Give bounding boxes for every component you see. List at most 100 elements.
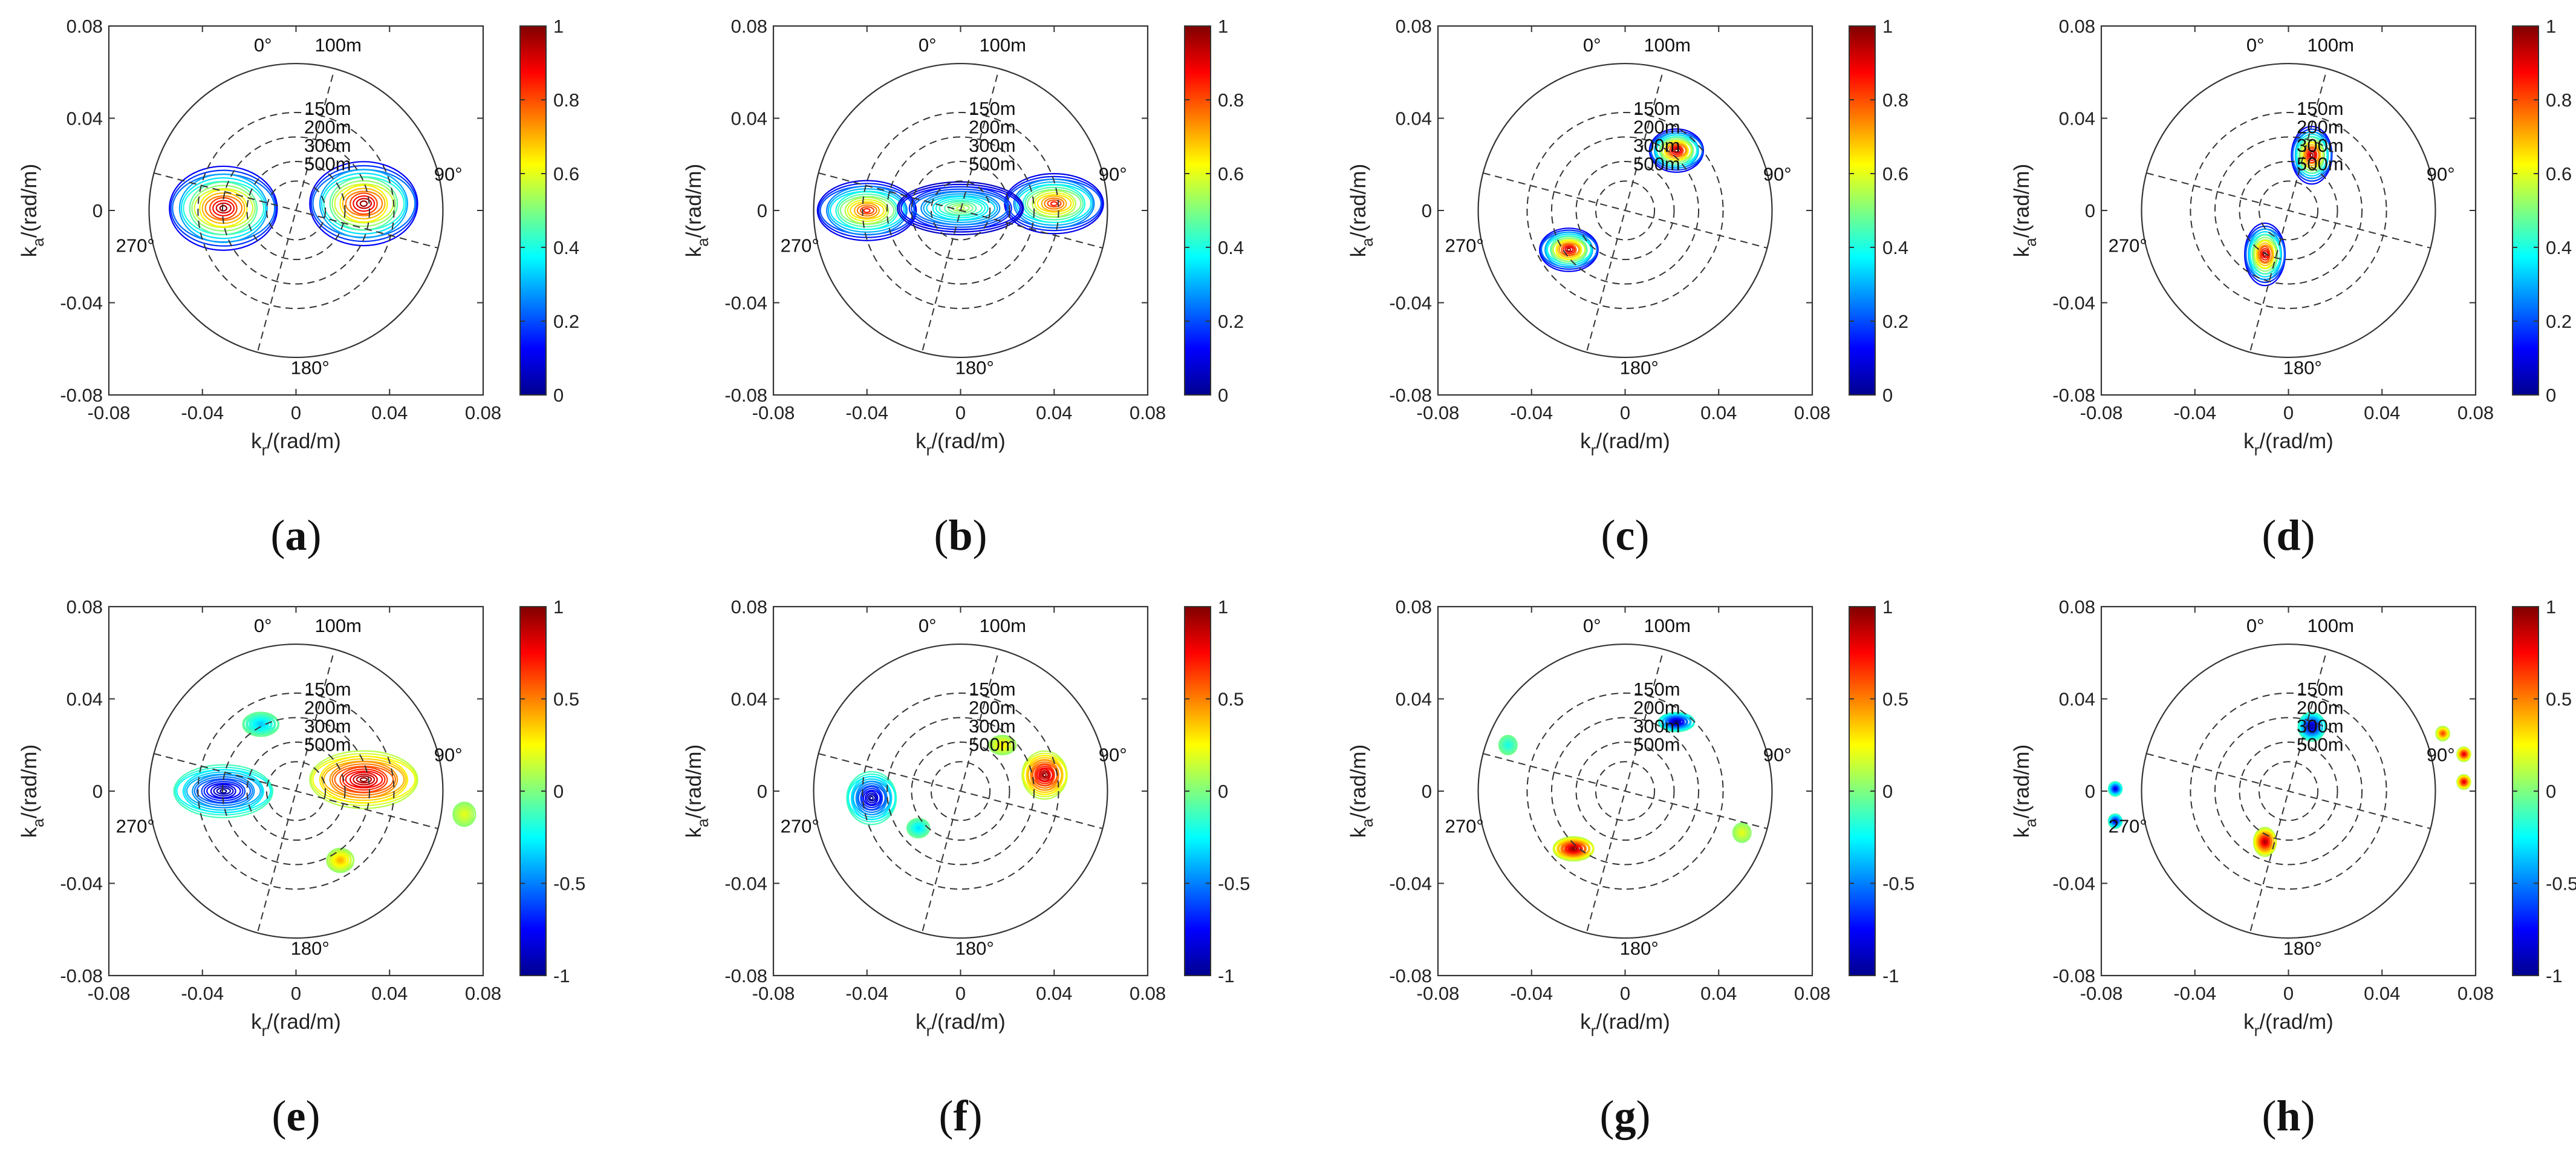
contour-line <box>174 766 273 816</box>
contour-line <box>259 723 263 726</box>
x-tick-label: 0 <box>1620 983 1630 1004</box>
ring-label: 500m <box>969 734 1016 755</box>
contour-line <box>331 763 397 796</box>
y-tick-label: 0.08 <box>67 596 103 618</box>
x-tick-label: 0 <box>955 983 966 1004</box>
spectrum-peak-3 <box>1498 734 1518 755</box>
colorbar-tick-label: 0.8 <box>1218 90 1244 111</box>
colorbar-tick-label: 0.8 <box>553 90 579 111</box>
ring-200m <box>2214 717 2363 866</box>
ring-150m <box>2190 111 2387 310</box>
x-tick-label: -0.08 <box>1417 402 1460 423</box>
contour-line <box>1035 765 1055 784</box>
contour-line <box>1674 148 1679 153</box>
colorbar-tick-label: 1 <box>553 596 564 618</box>
ring-label: 150m <box>1633 679 1680 700</box>
y-tick-label: 0.04 <box>2059 108 2095 129</box>
contour-line <box>864 791 879 806</box>
ring-300m <box>911 741 1010 841</box>
contour-line <box>1561 841 1587 856</box>
y-tick-label: 0 <box>93 200 103 221</box>
contour-line <box>2259 246 2271 263</box>
contour-line <box>948 203 974 214</box>
ring-200m <box>221 136 371 285</box>
contour-line <box>1740 831 1743 834</box>
colorbar-tick-label: 0.6 <box>2546 163 2572 184</box>
spectrum-peak-4 <box>326 847 355 873</box>
x-tick-label: -0.04 <box>845 402 888 423</box>
contour-line <box>1571 847 1576 850</box>
colorbar: 1 0.8 0.6 0.4 0.2 0 <box>1849 16 1908 406</box>
spoke-90-270 <box>154 753 438 829</box>
contour-line <box>2462 753 2465 756</box>
colorbar-tick-label: 1 <box>2546 16 2556 37</box>
contour-line <box>816 180 917 241</box>
y-tick-label: 0.04 <box>1396 108 1432 129</box>
contour-line <box>866 792 877 804</box>
angle-label: 180° <box>291 357 330 379</box>
x-tick-label: 0.08 <box>2457 983 2494 1004</box>
y-tick-label: 0.04 <box>1396 689 1432 710</box>
angle-label: 90° <box>1099 744 1127 765</box>
contour-line <box>1038 768 1051 782</box>
ring-500m <box>265 180 327 241</box>
ring-label: 300m <box>304 716 351 737</box>
outer-ring-100m <box>2141 62 2436 359</box>
contour-line <box>2304 146 2320 165</box>
y-tick-label: -0.04 <box>1389 293 1432 314</box>
contour-layer <box>1539 128 1705 272</box>
y-tick-label: 0.04 <box>67 108 103 129</box>
contour-line <box>219 204 227 212</box>
ring-label: 100m <box>979 615 1026 636</box>
y-tick-label: 0.04 <box>731 108 767 129</box>
contour-line <box>2303 144 2321 166</box>
angle-label: 180° <box>1620 357 1659 379</box>
y-tick-label: -0.08 <box>724 965 767 986</box>
angle-label: 0° <box>919 615 937 636</box>
angle-label: 90° <box>1763 163 1792 184</box>
contour-line <box>309 161 418 247</box>
colorbar-tick-label: 0 <box>2546 781 2556 802</box>
ring-300m <box>246 160 346 261</box>
contour-line <box>853 202 880 219</box>
angle-label: 0° <box>1583 34 1601 56</box>
angle-label: 0° <box>1583 615 1601 636</box>
contour-layer <box>2107 711 2471 857</box>
x-tick-label: -0.04 <box>181 402 224 423</box>
ring-label: 100m <box>2307 615 2354 636</box>
contour-line <box>847 199 887 222</box>
contour-line <box>932 196 989 221</box>
contour-line <box>1034 192 1075 215</box>
ring-label: 100m <box>2307 34 2354 56</box>
panel-label: (e) <box>272 1092 320 1140</box>
contour-line <box>1674 720 1679 723</box>
ring-500m <box>930 180 991 241</box>
polar-overlay <box>1477 62 1773 359</box>
contour-line <box>194 187 254 229</box>
contour-line <box>463 812 466 816</box>
angle-label: 180° <box>955 938 994 959</box>
panel-label: (f) <box>939 1092 983 1140</box>
ring-label: 200m <box>1633 116 1680 137</box>
contour-line <box>1030 759 1059 791</box>
y-tick-label: -0.08 <box>60 385 103 406</box>
colorbar-tick-label: 0.8 <box>1882 90 1908 111</box>
angle-label: 90° <box>434 163 463 184</box>
colorbar-tick-label: -1 <box>1882 965 1899 986</box>
panel-label: (h) <box>2262 1092 2315 1140</box>
x-tick-label: 0.08 <box>2457 402 2494 423</box>
contour-line <box>253 719 269 729</box>
colorbar-tick-label: 1 <box>1882 596 1893 618</box>
spectrum-peak-2 <box>1552 836 1595 862</box>
y-tick-label: 0.08 <box>731 596 767 618</box>
outer-ring-100m <box>813 62 1108 359</box>
y-tick-label: 0.08 <box>1396 596 1432 618</box>
spoke-90-270 <box>1483 172 1768 249</box>
spectrum-peak-4 <box>2107 813 2123 829</box>
polar-overlay <box>148 643 444 939</box>
x-tick-label: 0 <box>2283 402 2294 423</box>
contour-line <box>1669 145 1684 157</box>
contour-line <box>1566 247 1572 252</box>
angle-label: 180° <box>955 357 994 379</box>
